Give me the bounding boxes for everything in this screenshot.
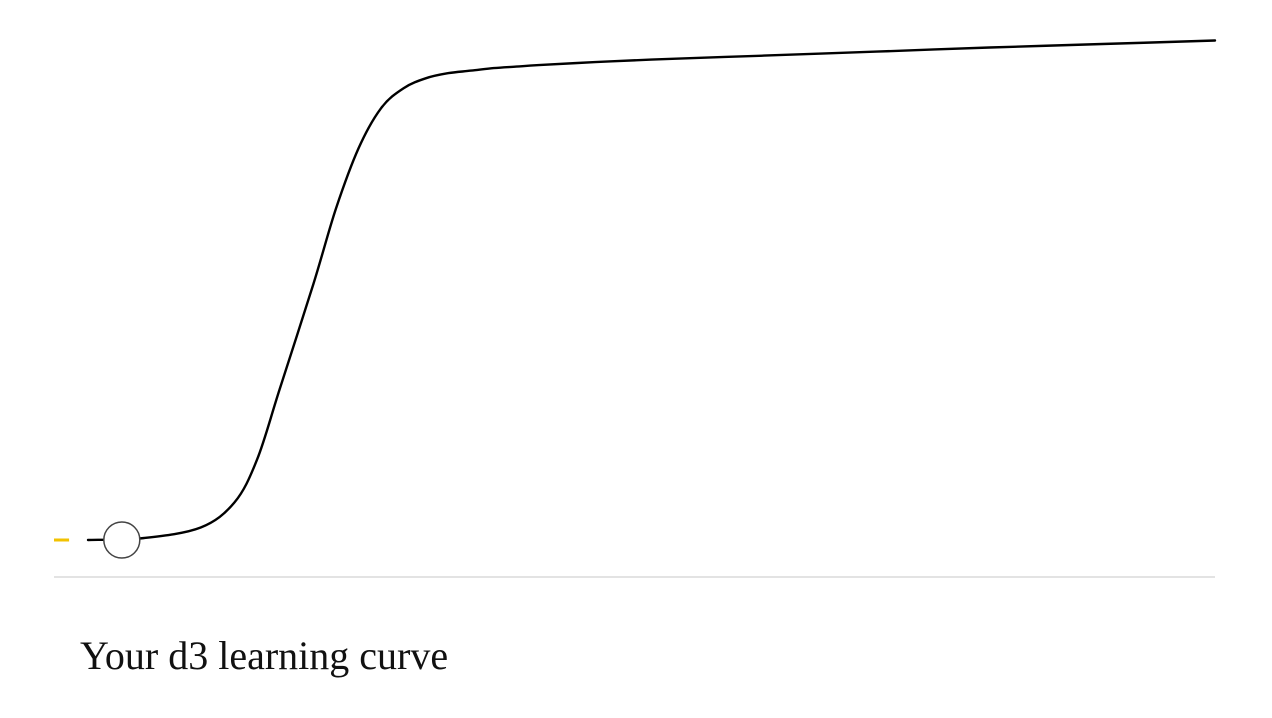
chart-canvas xyxy=(54,39,1217,578)
chart-caption: Your d3 learning curve xyxy=(80,633,449,678)
learning-curve-chart xyxy=(54,39,1217,578)
learning-curve-line xyxy=(86,39,1217,542)
curve-start-marker[interactable] xyxy=(103,521,141,559)
